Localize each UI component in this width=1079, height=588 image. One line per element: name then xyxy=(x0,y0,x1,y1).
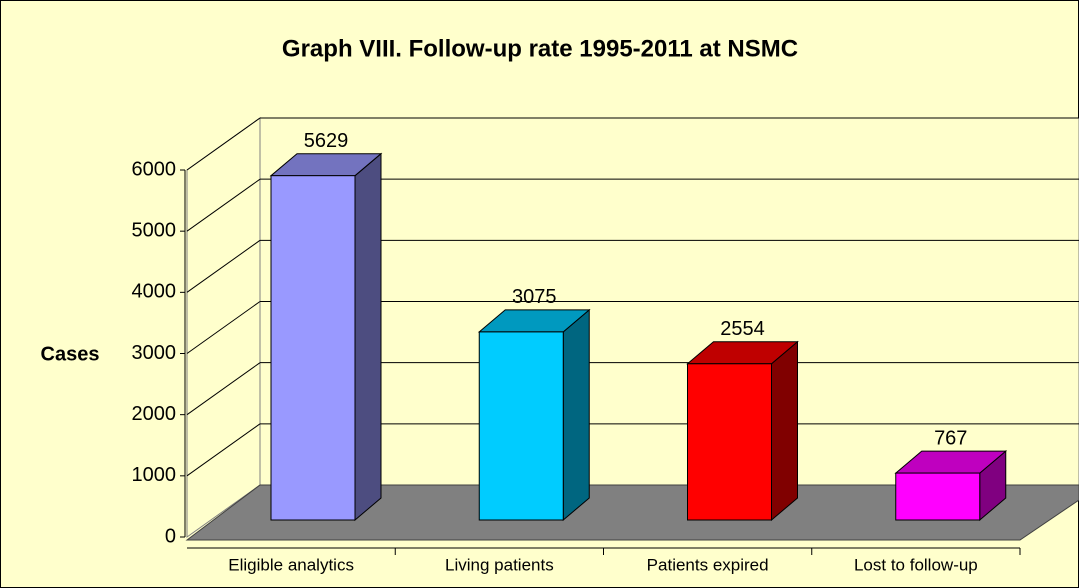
y-axis-label: Cases xyxy=(41,343,100,365)
bar-side xyxy=(562,308,590,522)
grid-line xyxy=(186,362,261,416)
y-tick-label: 4000 xyxy=(132,281,177,303)
data-label: 3075 xyxy=(512,286,557,308)
data-label: 2554 xyxy=(720,318,765,340)
y-tick-label: 3000 xyxy=(132,342,177,364)
bar-side xyxy=(771,340,798,522)
x-tick-label: Lost to follow-up xyxy=(854,555,978,574)
bar xyxy=(687,363,772,521)
x-tick-label: Patients expired xyxy=(647,555,769,574)
x-tick-label: Eligible analytics xyxy=(228,555,354,574)
bar xyxy=(270,175,356,521)
grid-line xyxy=(186,178,261,232)
grid-line xyxy=(186,301,261,354)
y-tick-label: 5000 xyxy=(132,219,177,241)
y-tick-label: 6000 xyxy=(132,158,177,180)
bar xyxy=(478,331,564,521)
x-tick-label: Living patients xyxy=(445,555,554,574)
data-label: 5629 xyxy=(304,130,349,152)
y-tick-label: 1000 xyxy=(132,464,177,486)
grid-line xyxy=(186,239,261,293)
grid-line xyxy=(186,423,261,477)
floor xyxy=(185,484,1079,541)
grid-line xyxy=(186,117,261,171)
y-tick-label: 0 xyxy=(165,525,176,547)
data-label: 767 xyxy=(934,427,967,449)
y-tick-label: 2000 xyxy=(132,403,177,425)
chart-title: Graph VIII. Follow-up rate 1995-2011 at … xyxy=(282,35,798,62)
bar-side xyxy=(354,152,382,522)
bar xyxy=(895,472,981,521)
